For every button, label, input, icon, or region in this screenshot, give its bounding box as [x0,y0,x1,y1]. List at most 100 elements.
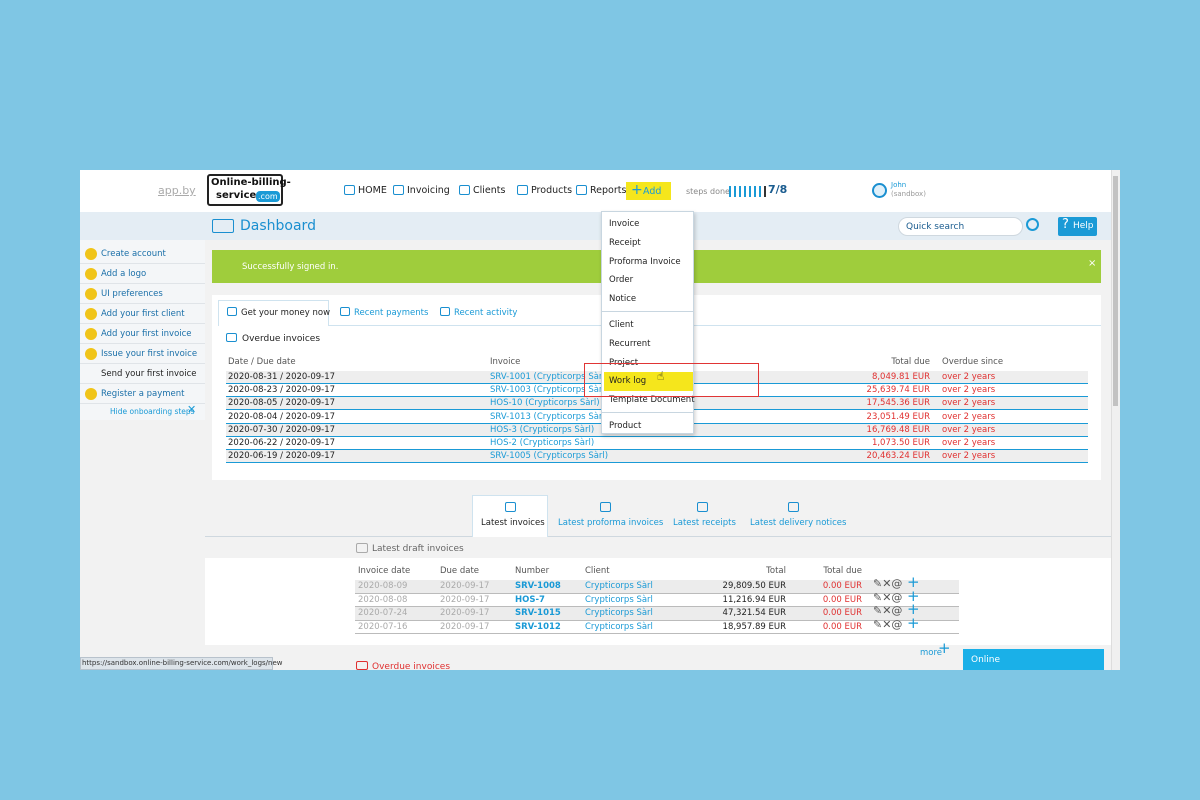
cell-number[interactable]: SRV-1012 [515,621,561,632]
user-note: (sandbox) [891,190,926,198]
search-icon[interactable] [1026,218,1039,231]
cell-date: 2020-08-23 / 2020-09-17 [228,385,336,396]
onboarding-step[interactable]: Add a logo [101,269,147,279]
add-plus: + [631,182,643,198]
row-add[interactable]: + [907,600,920,618]
doc-col: Number [515,566,550,576]
cell-overdue: over 2 years [942,438,996,448]
chat-box[interactable] [963,649,1104,670]
row-actions[interactable]: ✎✕@ [873,617,903,631]
onboarding-step[interactable]: Send your first invoice [101,369,197,379]
doc-tab[interactable]: Latest proforma invoices [558,518,664,528]
row-actions[interactable]: ✎✕@ [873,590,903,604]
doc-col: Total [766,566,786,576]
tab[interactable]: Recent payments [354,308,429,318]
row-add[interactable]: + [907,573,920,591]
help-button[interactable] [1058,217,1097,236]
nav-item[interactable]: HOME [358,185,387,196]
divider [80,383,205,384]
onboarding-step[interactable]: Create account [101,249,166,259]
cell-number[interactable]: SRV-1015 [515,608,561,618]
nav-item[interactable]: Clients [473,185,506,196]
cell-number[interactable]: HOS-7 [515,594,545,605]
tab[interactable]: Recent activity [454,308,518,318]
cell-client[interactable]: Crypticorps Sàrl [585,594,653,605]
row-add[interactable]: + [907,586,920,605]
cell-invoice[interactable]: HOS-10 (Crypticorps Sàrl) [490,398,600,409]
menu-item[interactable]: Order [609,275,634,286]
doc-tab[interactable]: Latest receipts [673,518,736,528]
onboarding-step[interactable]: Add your first client [101,309,185,319]
cell-number[interactable]: SRV-1008 [515,581,561,591]
alert-close[interactable]: × [1088,258,1097,269]
cell-invoice[interactable]: SRV-1003 (Crypticorps Sàrl) [490,385,609,396]
cell-total: 8,049.81 EUR [871,372,930,382]
hide-onboarding[interactable]: Hide onboarding steps [110,407,195,416]
app-label: app.by [158,184,196,197]
doc-col: Total due [823,566,862,576]
cell-overdue: over 2 years [942,411,996,422]
highlight-box [584,363,759,397]
cell-invoice[interactable]: HOS-3 (Crypticorps Sàrl) [490,424,595,435]
add-button[interactable] [626,182,671,200]
cell-invoice[interactable]: SRV-1001 (Crypticorps Sàrl) [490,372,609,382]
row-add[interactable]: + [907,613,920,632]
nav-item[interactable]: Invoicing [407,185,450,196]
add-label[interactable]: Add [643,186,662,197]
doc-row [355,580,959,594]
cell-overdue: over 2 years [942,385,996,396]
menu-item[interactable]: Project [609,357,639,368]
sidebar [80,240,205,420]
onboarding-step[interactable]: Register a payment [101,389,185,399]
check-icon [85,348,97,360]
doc-tab[interactable]: Latest delivery notices [750,518,847,528]
cell-invoice[interactable]: SRV-1013 (Crypticorps Sàrl) [490,411,609,422]
icon [505,502,516,512]
cell-total-due: 0.00 EUR [822,621,862,632]
menu-item[interactable]: Product [609,421,642,431]
nav-item[interactable]: Products [531,185,573,196]
cell-client[interactable]: Crypticorps Sàrl [585,608,653,618]
menu-item[interactable]: Notice [609,294,637,305]
cell-total: 16,769.48 EUR [866,424,930,435]
cell-client[interactable]: Crypticorps Sàrl [585,581,653,591]
cell-date: 2020-08-31 / 2020-09-17 [228,372,336,382]
table-row [226,437,1088,450]
search-box [898,217,1023,236]
search-placeholder[interactable]: Quick search [906,222,965,232]
menu-item[interactable]: Client [609,320,634,330]
user-name: John [891,181,907,189]
cell-date: 2020-08-05 / 2020-09-17 [228,398,336,409]
help-q: ? [1062,217,1069,232]
icon [459,185,470,195]
row-actions[interactable]: ✎✕@ [873,577,903,590]
nav-item[interactable]: Reports [590,185,627,196]
status-bar [80,657,273,670]
onboarding-step[interactable]: Issue your first invoice [101,349,198,359]
menu-item[interactable]: Invoice [609,219,640,229]
row-actions[interactable]: ✎✕@ [873,604,903,617]
chat-label[interactable]: Online [971,655,1001,665]
menu-item[interactable]: Receipt [609,237,641,248]
doc-tab[interactable]: Latest invoices [481,518,545,528]
cell-invoice[interactable]: HOS-2 (Crypticorps Sàrl) [490,438,595,448]
logo-top: Online-billing- [211,177,291,188]
onboarding-step[interactable]: Add your first invoice [101,329,192,339]
menu-item[interactable]: Proforma Invoice [609,256,681,267]
onboarding-step[interactable]: UI preferences [101,289,163,299]
step-bar [729,186,731,197]
menu-item[interactable]: Template Document [609,395,695,406]
tab[interactable]: Get your money now [241,308,331,318]
cell-date: 2020-07-30 / 2020-09-17 [228,424,336,435]
cell-total: 25,639.74 EUR [866,385,930,396]
cell-invoice[interactable]: SRV-1005 (Crypticorps Sàrl) [490,451,609,462]
help-label[interactable]: Help [1073,221,1094,231]
menu-item[interactable]: Recurrent [609,338,651,349]
menu-item[interactable]: Work log [609,376,647,387]
cell-date: 2020-08-08 [358,594,408,605]
cell-overdue: over 2 years [942,372,996,382]
cell-client[interactable]: Crypticorps Sàrl [585,621,653,632]
more-link[interactable]: more [920,648,943,658]
cell-total: 47,321.54 EUR [722,608,786,618]
